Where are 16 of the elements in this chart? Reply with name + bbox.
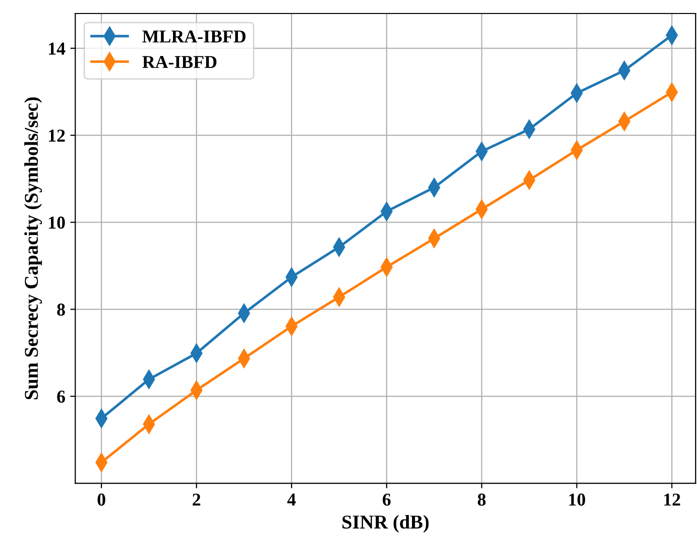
y-tick-label: 12 [48,130,65,142]
legend-label: RA-IBFD [142,56,216,68]
y-tick-label: 6 [57,390,66,403]
legend-label: MLRA-IBFD [142,30,246,42]
x-tick-label: 8 [478,494,486,506]
y-axis-title: Sum Secrecy Capacity (Symbols/sec) [24,97,42,400]
x-tick-label: 10 [569,494,586,506]
x-tick-label: 2 [192,494,200,506]
x-tick-label: 0 [98,494,106,506]
x-axis-title: SINR (dB) [342,514,429,533]
x-tick-label: 4 [287,494,296,506]
x-tick-label: 6 [382,494,391,506]
x-tick-label: 12 [664,494,680,506]
y-tick-label: 14 [48,42,66,55]
y-tick-label: 8 [57,304,65,316]
y-tick-label: 10 [48,216,65,229]
